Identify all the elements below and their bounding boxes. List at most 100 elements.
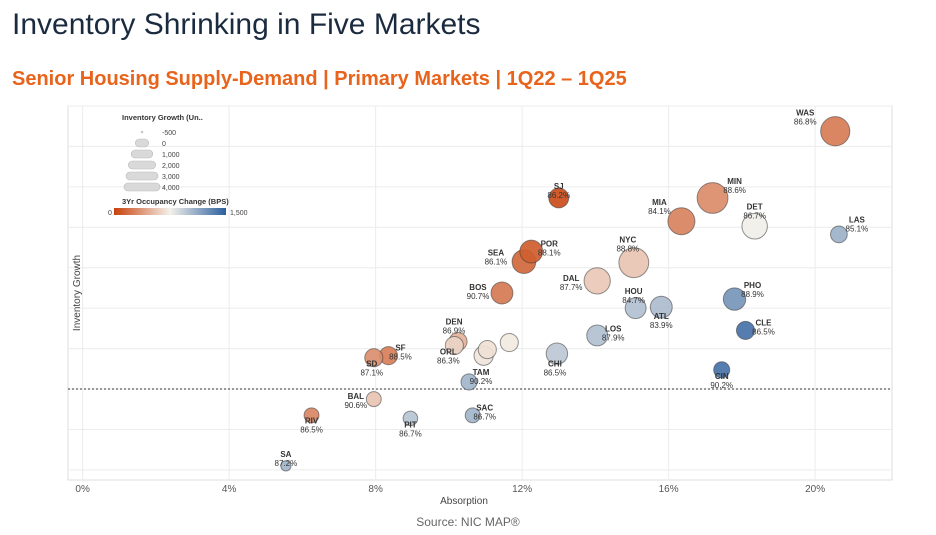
occupancy-label: 86.5% <box>300 425 323 434</box>
bubble <box>477 340 497 360</box>
bubble-pho <box>722 287 747 311</box>
size-legend-label: 1,000 <box>162 152 180 159</box>
label-dal: DAL 87.7% <box>560 274 583 292</box>
bubble-mia <box>667 207 696 236</box>
occupancy-label: 86.5% <box>544 369 567 378</box>
bubble-las <box>830 225 848 244</box>
size-legend-swatch <box>128 160 156 170</box>
occupancy-label: 88.6% <box>723 186 746 195</box>
label-sd: SD 87.1% <box>360 360 383 378</box>
market-code: ATL <box>654 312 669 321</box>
label-riv: RIV 86.5% <box>300 416 323 434</box>
bubble-bos <box>490 281 514 305</box>
occupancy-label: 85.1% <box>846 224 869 233</box>
occupancy-label: 86.9% <box>443 327 466 336</box>
market-code: CLE <box>756 318 773 327</box>
label-sea: SEA 86.1% <box>485 249 508 267</box>
label-hou: HOU 84.7% <box>622 287 645 305</box>
page-title: Inventory Shrinking in Five Markets <box>12 8 481 41</box>
market-code: CHI <box>548 360 562 369</box>
size-legend-label: 4,000 <box>162 185 180 192</box>
bubble-dal <box>583 267 611 295</box>
size-legend-label: 2,000 <box>162 163 180 170</box>
market-code: BAL <box>348 392 365 401</box>
size-legend-swatch <box>123 182 161 192</box>
market-code: LOS <box>605 324 622 333</box>
label-los: LOS 87.9% <box>602 324 625 342</box>
label-pho: PHO 88.9% <box>741 281 764 299</box>
bubble-chi <box>545 342 569 365</box>
bubble-hou <box>624 297 647 320</box>
label-orl: ORL 86.3% <box>437 348 460 366</box>
market-code: LAS <box>849 215 866 224</box>
y-axis-title: Inventory Growth <box>72 255 83 331</box>
label-atl: ATL 83.9% <box>650 312 673 330</box>
label-mia: MIA 84.1% <box>648 198 671 216</box>
label-sj: SJ 86.2% <box>547 182 570 200</box>
market-code: CIN <box>715 372 729 381</box>
market-code: NYC <box>619 236 636 245</box>
occupancy-label: 86.7% <box>399 429 422 438</box>
market-code: SEA <box>488 249 505 258</box>
label-bos: BOS 90.7% <box>467 283 490 301</box>
occupancy-label: 90.6% <box>344 401 367 410</box>
label-det: DET 86.7% <box>743 202 766 220</box>
label-min: MIN 88.6% <box>723 177 746 195</box>
bubble-sac <box>464 407 481 424</box>
source-note: Source: NIC MAP® <box>416 515 520 529</box>
occupancy-label: 87.2% <box>275 459 298 468</box>
x-tick-label: 4% <box>222 484 237 495</box>
x-tick-label: 16% <box>659 484 679 495</box>
bubble-bal <box>365 391 382 408</box>
bubble-chart: -4%-2%0%2%4%6%8%10%12%14%0%4%8%12%16%20%… <box>40 98 900 508</box>
size-legend-swatch <box>130 149 154 159</box>
market-code: SD <box>366 360 377 369</box>
occupancy-label: 84.7% <box>622 296 645 305</box>
color-legend-max: 1,500 <box>230 210 248 217</box>
occupancy-label: 90.2% <box>710 381 733 390</box>
market-code: SAC <box>476 403 493 412</box>
market-code: BOS <box>469 283 487 292</box>
label-bal: BAL 90.6% <box>344 392 367 410</box>
color-legend-min: 0 <box>108 210 112 217</box>
market-code: MIA <box>652 198 667 207</box>
market-code: MIN <box>727 177 742 186</box>
occupancy-label: 86.5% <box>752 327 775 336</box>
market-code: TAM <box>473 368 490 377</box>
label-chi: CHI 86.5% <box>544 360 567 378</box>
bubble-cin <box>713 361 731 379</box>
market-code: SJ <box>554 182 564 191</box>
size-legend-swatch <box>125 171 159 181</box>
color-legend-bar <box>114 208 226 215</box>
label-cin: CIN 90.2% <box>710 372 733 390</box>
label-las: LAS 85.1% <box>846 215 869 233</box>
market-code: DET <box>747 202 763 211</box>
occupancy-label: 86.7% <box>743 211 766 220</box>
bubble-tam <box>460 373 478 391</box>
x-tick-label: 12% <box>512 484 532 495</box>
size-legend-label: -500 <box>162 130 176 137</box>
occupancy-label: 86.8% <box>794 117 817 126</box>
occupancy-label: 87.1% <box>360 369 383 378</box>
bubble-det <box>741 213 768 240</box>
bubble-los <box>586 324 609 347</box>
size-legend-label: 3,000 <box>162 174 180 181</box>
bubble-riv <box>303 407 320 424</box>
occupancy-label: 90.2% <box>470 377 493 386</box>
label-den: DEN 86.9% <box>443 318 466 336</box>
label-sa: SA 87.2% <box>275 450 298 468</box>
market-code: SA <box>280 450 291 459</box>
bubble-nyc <box>618 247 650 279</box>
occupancy-label: 83.9% <box>650 321 673 330</box>
market-code: ORL <box>440 348 457 357</box>
bubble-sj <box>548 187 570 209</box>
market-code: HOU <box>625 287 643 296</box>
bubble-por <box>519 239 544 264</box>
bubble-sd <box>364 348 384 368</box>
bubble-atl <box>649 295 673 319</box>
label-sf: SF 88.5% <box>389 344 412 362</box>
occupancy-label: 88.1% <box>538 249 561 258</box>
occupancy-label: 88.8% <box>616 245 639 254</box>
occupancy-label: 86.7% <box>473 412 496 421</box>
bubble-sa <box>280 460 292 472</box>
